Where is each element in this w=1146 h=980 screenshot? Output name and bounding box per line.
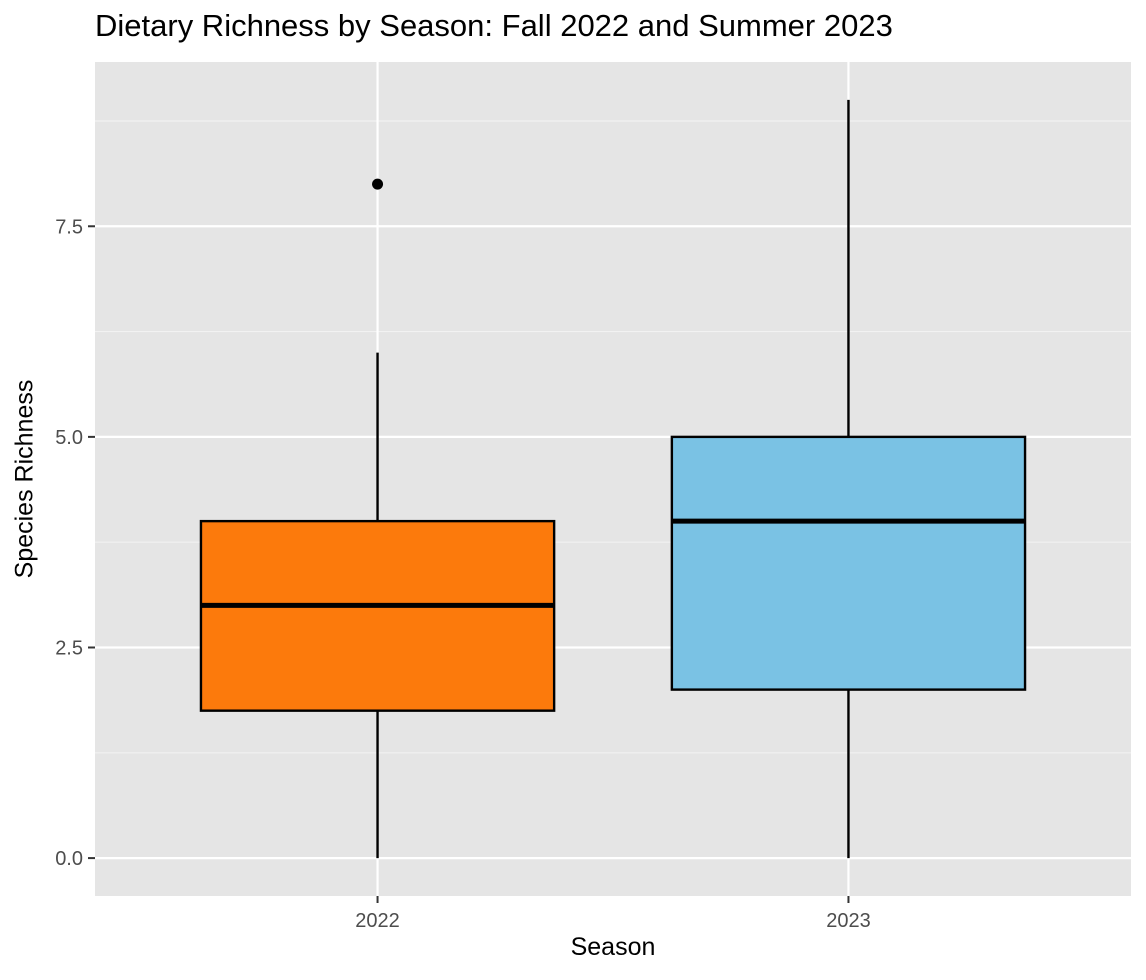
outlier-point bbox=[372, 178, 384, 190]
y-tick-label: 0.0 bbox=[55, 848, 83, 870]
chart-title: Dietary Richness by Season: Fall 2022 an… bbox=[95, 8, 893, 43]
box bbox=[199, 519, 556, 712]
y-tick-label: 5.0 bbox=[55, 427, 83, 449]
y-tick-label: 2.5 bbox=[55, 637, 83, 659]
box bbox=[670, 435, 1027, 691]
y-axis-title: Species Richness bbox=[10, 379, 39, 579]
x-tick-label: 2023 bbox=[826, 910, 871, 932]
y-tick-label: 7.5 bbox=[55, 216, 83, 238]
x-axis-title: Season bbox=[570, 933, 656, 961]
x-tick-label: 2022 bbox=[355, 910, 400, 932]
